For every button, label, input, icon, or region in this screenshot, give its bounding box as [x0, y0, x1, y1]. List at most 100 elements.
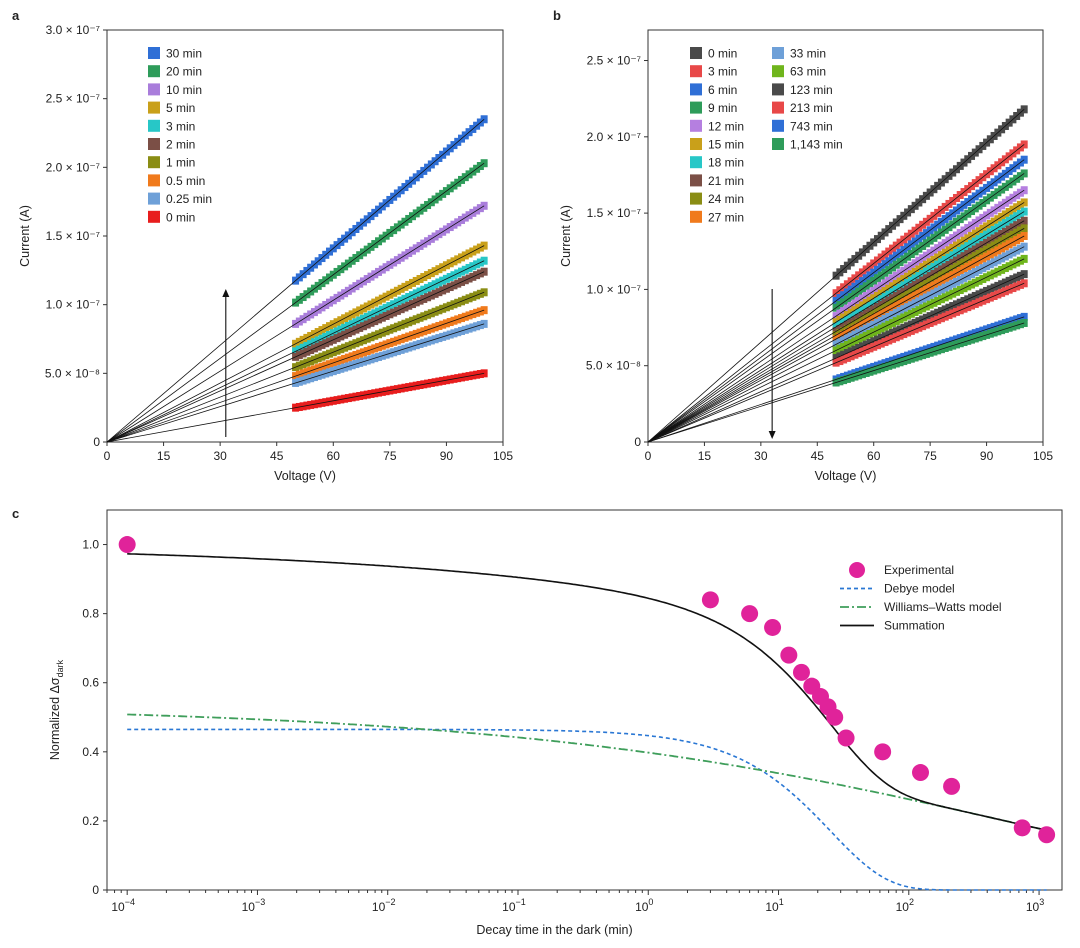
legend-label: 27 min [708, 210, 744, 224]
williams-watts-curve [127, 713, 1047, 832]
x-tick-label: 10−1 [502, 897, 526, 914]
experimental-point [701, 591, 719, 609]
legend-label: Debye model [884, 582, 955, 596]
experimental-point [118, 536, 136, 554]
fit-line [106, 162, 485, 443]
x-tick-label: 10−4 [111, 897, 135, 914]
experimental-point [792, 663, 810, 681]
summation-curve [127, 553, 1047, 832]
x-axis-label: Voltage (V) [274, 469, 336, 483]
legend: 30 min 20 min 10 min 5 min 3 min 2 min 1 min 0.… [148, 47, 212, 224]
y-tick-label: 2.0 × 10⁻⁷ [46, 160, 100, 174]
x-tick-label: 0 [104, 449, 111, 463]
trend-arrow-head [222, 289, 230, 297]
x-tick-label: 60 [327, 449, 341, 463]
legend-swatch [148, 192, 160, 205]
legend-label: 12 min [708, 119, 744, 133]
legend-swatch [148, 101, 160, 114]
x-tick-label: 90 [440, 449, 454, 463]
legend-label: 1 min [166, 156, 195, 170]
legend-swatch [690, 210, 702, 223]
fit-line [647, 173, 1025, 443]
experimental-point [826, 708, 844, 726]
fit-line [647, 159, 1025, 443]
fit-line [647, 322, 1025, 443]
legend-label: 0 min [166, 210, 195, 224]
x-tick-label: 100 [635, 897, 653, 914]
legend-label: 24 min [708, 192, 744, 206]
panel-c-letter: c [12, 506, 19, 521]
y-axis-label: Current (A) [18, 205, 32, 267]
y-tick-label: 2.5 × 10⁻⁷ [587, 54, 641, 68]
y-tick-label: 3.0 × 10⁻⁷ [46, 23, 100, 37]
y-tick-label: 1.0 × 10⁻⁷ [46, 298, 100, 312]
fit-line [647, 316, 1025, 443]
legend-label: 9 min [708, 101, 737, 115]
fit-line [647, 109, 1025, 443]
fit-line [647, 235, 1025, 443]
legend-swatch [148, 210, 160, 223]
y-tick-label: 0.6 [82, 676, 99, 690]
fit-line [106, 309, 485, 443]
panel-c-chart: 10−4 10−3 10−2 10−1 100 101 102 103 0 0.2 0.4 0.6 0.… [48, 509, 1063, 937]
fit-line [106, 323, 485, 443]
fit-line [647, 202, 1025, 443]
fit-line [106, 260, 485, 443]
x-axis-label: Decay time in the dark (min) [476, 923, 632, 937]
legend-swatch [690, 101, 702, 114]
y-tick-label: 1.0 × 10⁻⁷ [587, 282, 641, 296]
y-tick-label: 0 [92, 883, 99, 897]
x-tick-label: 30 [754, 449, 768, 463]
x-tick-label: 10−3 [242, 897, 266, 914]
legend-label: 15 min [708, 138, 744, 152]
legend-label: 3 min [166, 119, 195, 133]
trend-arrow-head [768, 431, 776, 439]
x-tick-label: 102 [896, 897, 914, 914]
x-tick-label: 103 [1026, 897, 1044, 914]
legend-swatch [772, 138, 784, 150]
legend-label: 10 min [166, 83, 202, 97]
legend-label: 3 min [708, 65, 737, 79]
fit-line [106, 271, 485, 443]
experimental-point [837, 729, 855, 747]
legend-label: Williams–Watts model [884, 600, 1002, 614]
y-tick-label: 1.5 × 10⁻⁷ [587, 206, 641, 220]
legend-label: 0.25 min [166, 192, 212, 206]
fit-line [106, 118, 485, 443]
panel-a-letter: a [12, 8, 20, 23]
x-tick-label: 45 [270, 449, 284, 463]
y-tick-label: 0.4 [82, 745, 99, 759]
legend-swatch [148, 119, 160, 132]
x-tick-label: 0 [645, 449, 652, 463]
legend-swatch [690, 138, 702, 150]
y-tick-label: 0 [93, 435, 100, 449]
legend-swatch [690, 174, 702, 187]
fit-line [647, 282, 1025, 443]
x-axis-label: Voltage (V) [815, 469, 877, 483]
legend-swatch [772, 119, 784, 132]
x-tick-label: 105 [1033, 449, 1053, 463]
fit-line [647, 220, 1025, 443]
legend-swatch [148, 156, 160, 169]
legend-swatch [148, 138, 160, 150]
fit-line [647, 189, 1025, 443]
y-tick-label: 0.2 [82, 814, 99, 828]
legend-swatch [148, 65, 160, 78]
x-tick-label: 15 [157, 449, 171, 463]
legend-label: 33 min [790, 47, 826, 61]
y-tick-label: 5.0 × 10⁻⁸ [45, 366, 100, 380]
experimental-point [780, 646, 798, 664]
y-tick-label: 2.5 × 10⁻⁷ [46, 92, 100, 106]
legend-swatch [690, 83, 702, 96]
legend-label: 743 min [790, 119, 833, 133]
legend-label: 123 min [790, 83, 833, 97]
legend: Experimental Debye model Williams–Watts mo… [840, 562, 1002, 633]
plot-frame [106, 509, 1063, 891]
legend: 0 min 3 min 6 min 9 min 12 min 15 min 18 min 21… [690, 47, 843, 224]
legend-swatch [772, 47, 784, 59]
fit-line [647, 273, 1025, 443]
x-tick-label: 30 [213, 449, 227, 463]
legend-swatch [690, 47, 702, 59]
legend-label: Summation [884, 619, 945, 633]
y-tick-label: 1.5 × 10⁻⁷ [46, 229, 100, 243]
